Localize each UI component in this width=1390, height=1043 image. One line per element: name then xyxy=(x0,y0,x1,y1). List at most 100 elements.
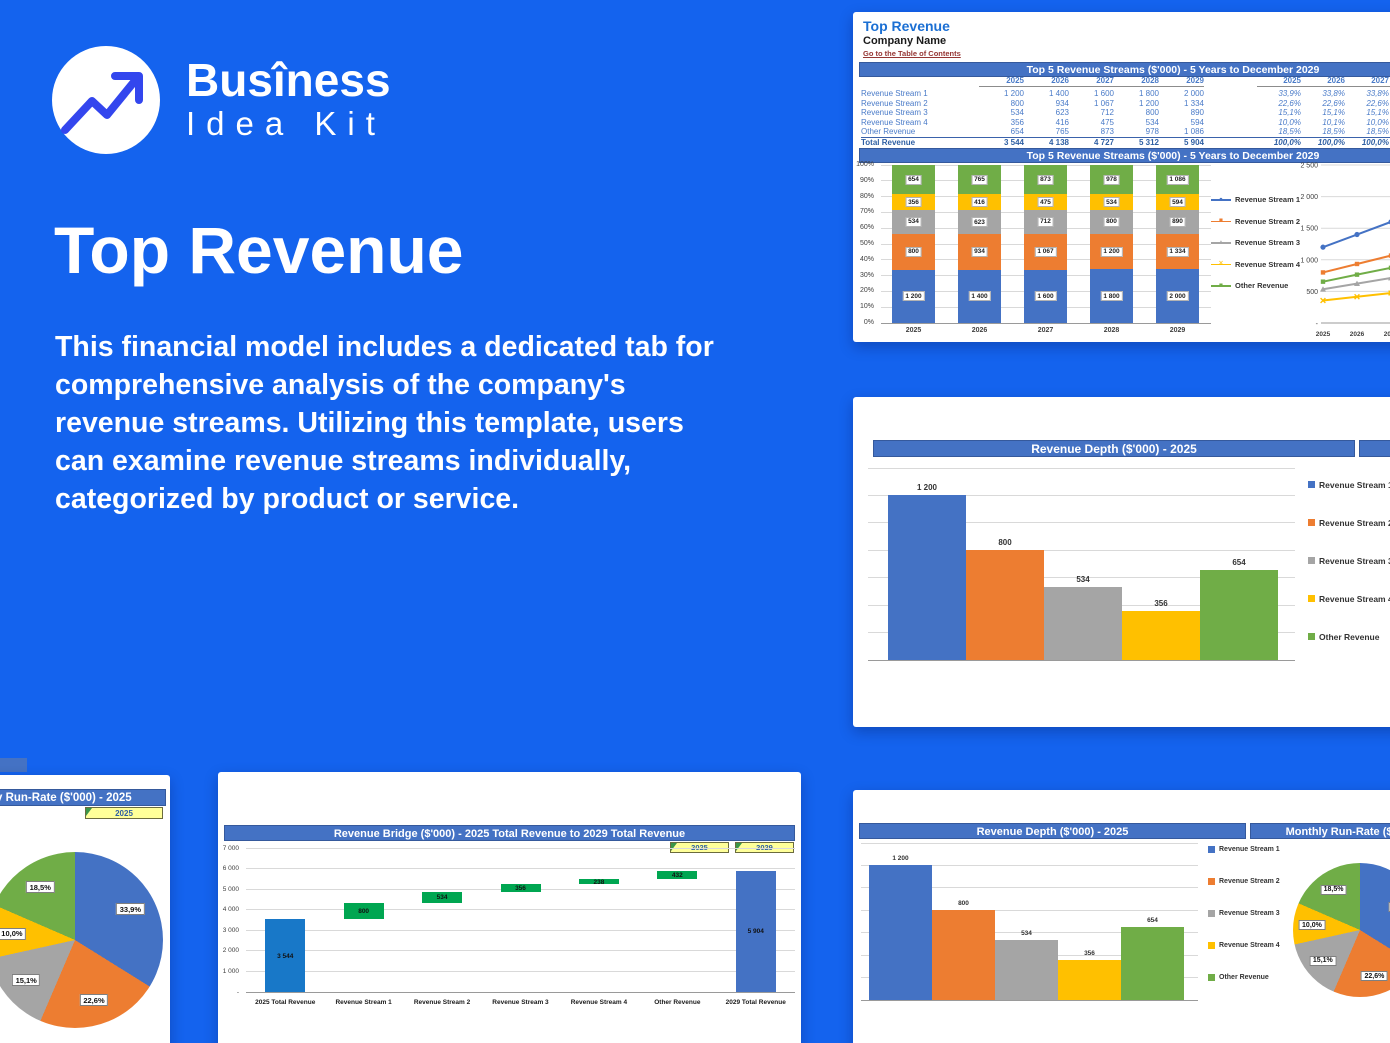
data-point-marker xyxy=(1320,270,1326,275)
grid-line xyxy=(868,659,1295,661)
grid-line xyxy=(868,522,1295,524)
bar xyxy=(869,865,932,1000)
grid-line xyxy=(861,909,1198,911)
legend-label: Revenue Stream 4 xyxy=(1235,259,1301,269)
percent-cell: 22,6% xyxy=(1278,98,1301,108)
data-point-marker xyxy=(1388,265,1390,271)
revenue-table: 2025202620272028202920252026202720282029… xyxy=(861,76,1390,147)
stacked-bar-segment: 890 xyxy=(1156,209,1199,234)
value-cell: 712 xyxy=(1100,108,1114,117)
grid-line xyxy=(868,467,1295,469)
pie-slice-label: 33,9% xyxy=(116,903,145,916)
x-axis-label: 2029 xyxy=(1169,327,1186,334)
line-series xyxy=(1322,267,1390,283)
stacked-bar-segment: 534 xyxy=(892,210,935,234)
table-cell xyxy=(1204,118,1257,128)
stacked-bar-segment: 1 400 xyxy=(958,269,1001,323)
value-cell: 654 xyxy=(1010,127,1024,136)
legend-label: Revenue Stream 2 xyxy=(1319,517,1390,528)
x-axis-label: 2027 xyxy=(1037,327,1054,334)
monthly-run-rate-header-bar: Monthly Run-Rate ($'000) - 2025 xyxy=(1250,823,1390,839)
row-label: Other Revenue xyxy=(861,127,916,136)
x-axis-label: 2027 xyxy=(1384,331,1390,338)
legend-marker: ✕ xyxy=(1218,259,1224,267)
value-cell: 1 800 xyxy=(1138,89,1159,98)
bar-value-label: 978 xyxy=(1103,174,1120,185)
stacked-bar-segment: 594 xyxy=(1156,194,1199,210)
percent-cell: 33,8% xyxy=(1322,89,1345,98)
run-rate-pie-chart: 33,9% 22,6% 15,1% 10,0% 18,5% xyxy=(0,852,163,1028)
row-label: Revenue Stream 4 xyxy=(861,117,928,127)
bridge-y-axis: 7 000 6 000 5 000 4 000 3 000 2 000 1 000 - xyxy=(218,844,242,996)
grid-line xyxy=(861,887,1198,889)
bar-value-label: 800 xyxy=(1103,216,1120,227)
legend-marker: ■ xyxy=(1219,216,1223,224)
legend-item: Revenue Stream 4 xyxy=(1208,941,1280,950)
x-axis-label: 2029 Total Revenue xyxy=(725,999,786,1006)
value-cell: 978 xyxy=(1145,127,1159,136)
bar-value-label: 534 xyxy=(1076,574,1090,584)
row-label: Revenue Stream 3 xyxy=(861,108,928,117)
bar-value-label: 873 xyxy=(1037,174,1054,185)
legend-label: Revenue Stream 1 xyxy=(1319,479,1390,490)
y-axis-label: 7 000 xyxy=(222,844,239,852)
data-point-marker xyxy=(1320,286,1326,292)
percent-cell: 15,1% xyxy=(1278,108,1301,117)
total-percent-cell: 100,0% xyxy=(1257,136,1301,148)
bar-value-label: 654 xyxy=(1147,916,1158,924)
pie-slice-label: 10,0% xyxy=(0,927,27,940)
sheet-company-name: Company Name xyxy=(863,35,947,47)
run-rate-header-bar: Monthly Run-Rate ($'000) - 2025 xyxy=(0,789,166,806)
bar-value-label: 765 xyxy=(971,174,988,185)
bar-value-label: 356 xyxy=(1154,599,1168,609)
y-axis-label: 3 000 xyxy=(222,926,239,934)
line-series xyxy=(1322,221,1390,249)
y-axis-label: 1 500 xyxy=(1300,226,1318,233)
chart-header-bar: Top 5 Revenue Streams ($'000) - 5 Years … xyxy=(859,148,1390,163)
table-of-contents-link[interactable]: Go to the Table of Contents xyxy=(863,49,961,58)
value-cell: 1 334 xyxy=(1183,98,1204,108)
x-axis-label: 2025 Total Revenue xyxy=(255,999,316,1006)
y-axis-label: 1 000 xyxy=(1300,257,1318,264)
year-input-cell[interactable]: 2025 xyxy=(85,807,163,819)
legend-item: Other Revenue xyxy=(1208,973,1280,982)
legend-label: Revenue Stream 4 xyxy=(1319,593,1390,604)
bar-value-label: 934 xyxy=(971,246,988,257)
legend-line xyxy=(1211,199,1231,201)
year-column-header: 2028 xyxy=(1114,76,1159,87)
value-cell: 890 xyxy=(1190,108,1204,117)
legend-line xyxy=(1211,285,1231,287)
pie-slice-label: 15,1% xyxy=(12,974,41,987)
bar-value-label: 432 xyxy=(671,872,683,879)
pie-slice-label: 22,6% xyxy=(79,994,109,1007)
pie-slice-label: 15,1% xyxy=(1309,955,1337,966)
table-cell xyxy=(1204,136,1257,148)
bar xyxy=(1122,611,1200,660)
line-series xyxy=(1322,277,1390,291)
table-cell xyxy=(1204,108,1257,118)
value-cell: 623 xyxy=(1055,108,1069,117)
x-axis-label: 2025 xyxy=(905,327,922,334)
legend-item: Revenue Stream 4 xyxy=(1308,593,1390,604)
bar-value-label: 3 544 xyxy=(277,952,294,960)
x-axis-label: 2026 xyxy=(971,327,988,334)
row-label: Revenue Stream 1 xyxy=(861,89,928,98)
revenue-stream-4-legend-icon: ✕ xyxy=(1211,260,1231,269)
year-column-header: 2027 xyxy=(1345,76,1389,87)
revenue-stream-4-legend-icon xyxy=(1308,595,1315,602)
stacked-bar-chart: 1 200 800 534 356 654 1 400 934 623 416 765 1 600 1… xyxy=(881,164,1211,324)
table-cell xyxy=(1204,99,1257,109)
bar-value-label: 654 xyxy=(1232,558,1246,568)
depth-header-bar-fragment xyxy=(1359,440,1390,457)
bar xyxy=(888,495,966,660)
revenue-stream-3-legend-icon: ▲ xyxy=(1211,238,1231,247)
waterfall-bar xyxy=(343,902,384,920)
data-point-marker xyxy=(1320,279,1326,284)
bar-value-label: 356 xyxy=(1084,950,1095,958)
stacked-bar-segment: 1 200 xyxy=(1090,233,1133,270)
legend-item: Revenue Stream 1 xyxy=(1208,845,1280,854)
stacked-bar-segment: 800 xyxy=(1090,210,1133,234)
y-axis-label: 90% xyxy=(859,176,874,184)
bar-value-label: 356 xyxy=(905,197,922,208)
bar-value-label: 800 xyxy=(905,246,922,257)
